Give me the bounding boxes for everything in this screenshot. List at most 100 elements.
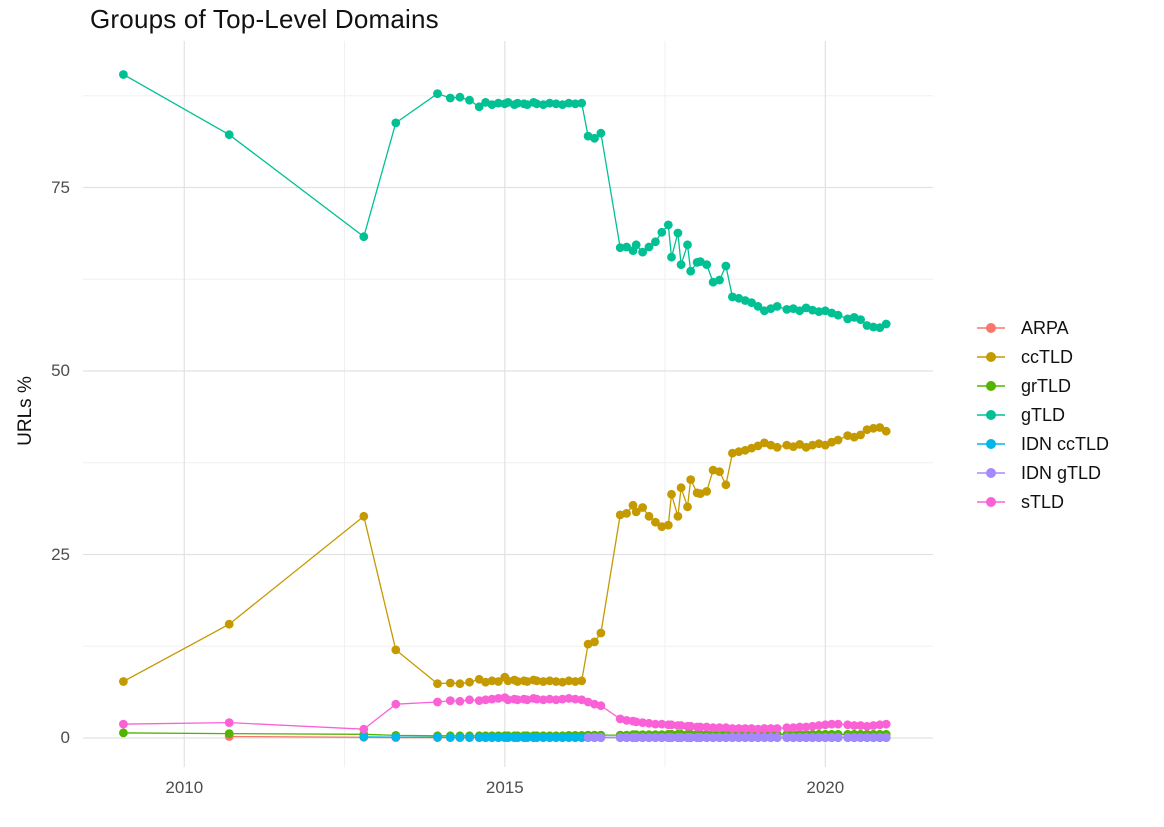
y-tick-label: 75 (51, 177, 70, 197)
legend-dot-icon (986, 381, 996, 391)
legend-swatch (975, 492, 1007, 512)
data-point (558, 733, 567, 742)
data-point (663, 220, 673, 230)
data-point (622, 509, 631, 518)
x-tick-label: 2015 (485, 778, 524, 797)
data-point (875, 423, 885, 432)
data-point (391, 732, 401, 742)
data-point (856, 721, 865, 730)
data-point (638, 718, 647, 727)
data-point (359, 732, 369, 742)
data-point (465, 733, 474, 742)
data-point (532, 694, 542, 704)
data-point (455, 733, 465, 742)
data-point (766, 724, 776, 733)
data-point (715, 732, 724, 742)
data-point (391, 118, 401, 128)
data-point (651, 732, 660, 742)
data-point (740, 724, 750, 733)
legend-item-grtld: grTLD (975, 376, 1109, 396)
data-point (577, 676, 587, 686)
data-point (657, 227, 667, 237)
data-point (721, 732, 731, 742)
data-point (667, 252, 676, 262)
data-point (833, 310, 843, 320)
data-point (820, 732, 830, 742)
data-point (631, 717, 641, 727)
data-point (433, 732, 442, 742)
data-point (721, 723, 731, 733)
data-point (721, 261, 731, 271)
data-point (532, 676, 542, 686)
data-point (224, 718, 234, 727)
data-point (801, 732, 811, 742)
legend-dot-icon (986, 352, 996, 362)
data-point (747, 298, 756, 308)
data-point (753, 302, 763, 311)
data-point (638, 503, 647, 512)
data-point (708, 732, 718, 742)
data-point (224, 619, 234, 629)
data-point (551, 695, 561, 705)
data-point (849, 732, 859, 742)
data-point (657, 719, 667, 729)
data-point (391, 645, 401, 655)
legend: ARPA ccTLD grTLD gTLD IDN ccTLD IDN gTLD sTLD (975, 318, 1109, 512)
data-point (734, 724, 744, 733)
data-point (869, 423, 878, 433)
data-point (772, 442, 782, 452)
data-point (869, 322, 878, 332)
data-point (119, 70, 128, 79)
data-point (686, 721, 696, 731)
data-point (224, 130, 234, 140)
data-point (455, 679, 465, 689)
legend-item-gtld: gTLD (975, 405, 1109, 425)
data-point (564, 676, 574, 686)
data-point (760, 724, 769, 733)
data-point (433, 697, 442, 707)
x-tick-label: 2010 (165, 778, 204, 797)
data-point (747, 724, 756, 733)
data-point (881, 732, 891, 742)
legend-item-cctld: ccTLD (975, 347, 1109, 367)
data-point (474, 733, 484, 742)
data-point (651, 719, 660, 729)
data-point (702, 487, 712, 496)
data-point (570, 99, 580, 109)
data-point (631, 507, 641, 517)
data-point (628, 500, 638, 510)
legend-label: ccTLD (1021, 346, 1074, 367)
data-point (445, 678, 455, 688)
data-point (843, 720, 853, 730)
data-point (782, 305, 792, 314)
data-point (119, 728, 128, 738)
data-point (596, 732, 606, 742)
data-point (545, 733, 555, 742)
data-point (638, 732, 647, 742)
data-point (856, 430, 865, 440)
data-point (622, 242, 631, 252)
data-point (663, 520, 673, 530)
data-point (545, 676, 555, 686)
data-point (564, 98, 574, 108)
data-point (538, 695, 548, 705)
data-point (494, 677, 503, 686)
data-point (673, 511, 683, 521)
data-point (856, 732, 865, 742)
data-point (522, 733, 532, 742)
y-tick-label: 0 (60, 728, 70, 747)
data-point (728, 732, 737, 742)
data-point (667, 489, 676, 499)
data-point (686, 475, 696, 484)
data-point (820, 720, 830, 730)
data-point (577, 733, 587, 742)
data-point (869, 721, 878, 730)
data-point (631, 240, 641, 250)
data-point (638, 247, 647, 257)
data-point (753, 724, 763, 734)
y-tick-label: 25 (51, 544, 70, 564)
legend-dot-icon (986, 439, 996, 449)
data-point (702, 722, 712, 732)
chart-title: Groups of Top-Level Domains (90, 4, 439, 34)
data-point (590, 133, 599, 143)
